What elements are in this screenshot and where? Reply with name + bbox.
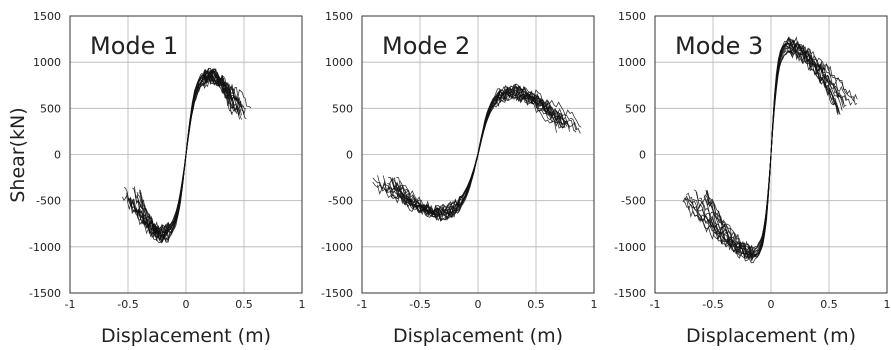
hysteresis-curve bbox=[399, 92, 570, 214]
panel-label: Mode 2 bbox=[382, 32, 470, 60]
panel-label: Mode 3 bbox=[675, 32, 763, 60]
x-tick-label: -0.5 bbox=[409, 298, 430, 311]
plot-frame bbox=[654, 15, 888, 294]
y-tick-label: -500 bbox=[36, 195, 61, 208]
plot-frame bbox=[69, 15, 303, 294]
x-tick-label: 0.5 bbox=[820, 298, 838, 311]
y-tick-label: -1000 bbox=[614, 241, 646, 254]
y-tick-label: 1000 bbox=[33, 56, 61, 69]
y-tick-label: -1500 bbox=[321, 287, 353, 300]
curves-layer bbox=[682, 36, 858, 264]
hysteresis-curve bbox=[388, 86, 568, 218]
y-tick-label: 1500 bbox=[325, 10, 353, 23]
y-tick-label: -1000 bbox=[29, 241, 61, 254]
x-axis-title: Displacement (m) bbox=[686, 325, 856, 347]
y-tick-label: 500 bbox=[40, 102, 61, 115]
y-tick-label: 1000 bbox=[325, 56, 353, 69]
chart-panel-mode-3: -1 -0.5 0 0.5 1 -1500 -1000 -500 0 500 1000 1500 M… bbox=[614, 10, 890, 347]
hysteresis-curve bbox=[684, 48, 840, 255]
x-tick-label: -1 bbox=[357, 298, 368, 311]
y-tick-label: 0 bbox=[54, 149, 61, 162]
hysteresis-curve bbox=[703, 47, 858, 257]
y-tick-label: 500 bbox=[332, 102, 353, 115]
chart-panel-mode-2: -1 -0.5 0 0.5 1 -1500 -1000 -500 0 500 1000 1500 M… bbox=[321, 10, 597, 347]
x-tick-labels: -1 -0.5 0 0.5 1 bbox=[65, 298, 306, 311]
x-axis-title: Displacement (m) bbox=[101, 325, 271, 347]
hysteresis-curve bbox=[705, 48, 835, 253]
y-tick-label: -1500 bbox=[29, 287, 61, 300]
y-tick-labels: -1500 -1000 -500 0 500 1000 1500 bbox=[29, 10, 61, 300]
y-tick-label: -1000 bbox=[321, 241, 353, 254]
x-tick-label: 0 bbox=[183, 298, 190, 311]
x-tick-label: -0.5 bbox=[117, 298, 138, 311]
hysteresis-curve bbox=[372, 88, 570, 216]
grid-layer bbox=[655, 16, 887, 293]
panel-label: Mode 1 bbox=[90, 32, 178, 60]
y-tick-label: 1000 bbox=[618, 56, 646, 69]
hysteresis-curve bbox=[136, 76, 242, 233]
hysteresis-curve bbox=[685, 38, 839, 262]
x-tick-label: 0.5 bbox=[235, 298, 253, 311]
y-tick-label: -500 bbox=[328, 195, 353, 208]
y-tick-label: 0 bbox=[346, 149, 353, 162]
x-tick-label: 0 bbox=[475, 298, 482, 311]
y-axis-title: Shear(kN) bbox=[7, 107, 29, 202]
x-tick-label: 0.5 bbox=[527, 298, 545, 311]
hysteresis-curve bbox=[126, 68, 235, 244]
x-axis-title: Displacement (m) bbox=[393, 325, 563, 347]
x-tick-labels: -1 -0.5 0 0.5 1 bbox=[650, 298, 891, 311]
x-tick-label: -1 bbox=[650, 298, 661, 311]
grid-layer bbox=[362, 16, 594, 293]
x-tick-label: -1 bbox=[65, 298, 76, 311]
curves-layer bbox=[372, 83, 582, 222]
x-tick-label: 0 bbox=[768, 298, 775, 311]
y-tick-label: -500 bbox=[621, 195, 646, 208]
x-tick-label: 1 bbox=[591, 298, 598, 311]
plot-frame bbox=[361, 15, 595, 294]
x-tick-label: 1 bbox=[299, 298, 306, 311]
y-tick-label: 500 bbox=[625, 102, 646, 115]
curves-layer bbox=[122, 67, 252, 244]
x-tick-label: 1 bbox=[884, 298, 891, 311]
x-tick-labels: -1 -0.5 0 0.5 1 bbox=[357, 298, 598, 311]
y-tick-labels: -1500 -1000 -500 0 500 1000 1500 bbox=[614, 10, 646, 300]
y-tick-label: 1500 bbox=[618, 10, 646, 23]
y-tick-label: 1500 bbox=[33, 10, 61, 23]
y-tick-labels: -1500 -1000 -500 0 500 1000 1500 bbox=[321, 10, 353, 300]
chart-panel-mode-1: -1 -0.5 0 0.5 1 -1500 -1000 -500 0 500 1000 1500 M… bbox=[29, 10, 305, 347]
x-tick-label: -0.5 bbox=[702, 298, 723, 311]
y-tick-label: -1500 bbox=[614, 287, 646, 300]
y-tick-label: 0 bbox=[639, 149, 646, 162]
